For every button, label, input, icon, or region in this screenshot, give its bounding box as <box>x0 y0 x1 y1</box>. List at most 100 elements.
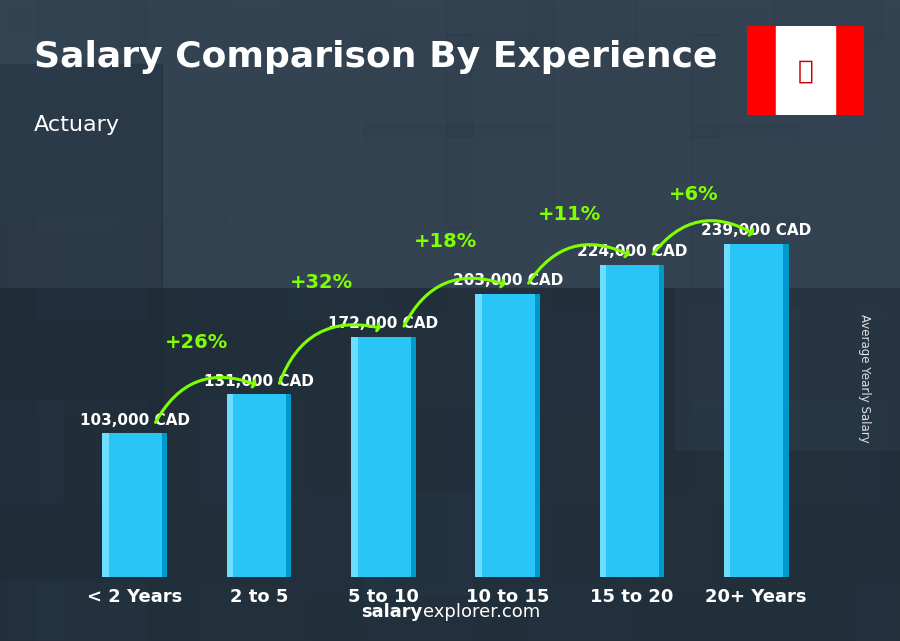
Bar <box>37 0 145 45</box>
Text: salary: salary <box>362 603 423 621</box>
Bar <box>773 0 881 45</box>
Bar <box>535 294 540 577</box>
Bar <box>227 394 233 577</box>
Bar <box>446 492 554 594</box>
Bar <box>773 126 881 228</box>
Bar <box>0 288 900 641</box>
Bar <box>119 492 227 594</box>
Bar <box>527 217 635 320</box>
Text: 239,000 CAD: 239,000 CAD <box>701 223 811 238</box>
Bar <box>283 492 391 594</box>
Bar <box>410 337 416 577</box>
Bar <box>675 96 900 449</box>
Bar <box>446 0 554 45</box>
Bar <box>201 583 309 641</box>
Bar <box>119 34 227 137</box>
Text: 224,000 CAD: 224,000 CAD <box>577 244 687 259</box>
Text: Actuary: Actuary <box>34 115 121 135</box>
Bar <box>475 294 540 577</box>
Bar <box>724 244 731 577</box>
Bar <box>37 400 145 503</box>
Bar <box>364 217 472 320</box>
Bar <box>446 34 554 137</box>
Bar <box>527 126 635 228</box>
Bar <box>0 308 63 411</box>
Text: 131,000 CAD: 131,000 CAD <box>204 374 314 388</box>
Bar <box>835 26 864 115</box>
Text: +18%: +18% <box>414 232 477 251</box>
Text: +26%: +26% <box>166 333 229 352</box>
Bar <box>773 492 881 594</box>
Bar <box>283 583 391 641</box>
Bar <box>855 400 900 503</box>
Bar <box>609 308 717 411</box>
Bar <box>201 217 309 320</box>
Text: Salary Comparison By Experience: Salary Comparison By Experience <box>34 40 717 74</box>
Bar <box>0 492 63 594</box>
Bar <box>103 433 167 577</box>
Bar <box>351 337 416 577</box>
Bar <box>364 308 472 411</box>
Bar <box>724 244 788 577</box>
Text: 103,000 CAD: 103,000 CAD <box>80 413 190 428</box>
Bar <box>691 308 799 411</box>
Text: 203,000 CAD: 203,000 CAD <box>453 273 562 288</box>
Bar <box>609 0 717 45</box>
Bar <box>37 492 145 594</box>
Bar <box>0 583 63 641</box>
Bar <box>659 265 664 577</box>
Bar <box>201 400 309 503</box>
Bar <box>119 0 227 45</box>
Bar <box>0 126 63 228</box>
Bar <box>773 308 881 411</box>
Bar <box>691 34 799 137</box>
Bar <box>855 126 900 228</box>
Bar <box>201 34 309 137</box>
Bar <box>691 126 799 228</box>
Bar <box>201 0 309 45</box>
Text: 172,000 CAD: 172,000 CAD <box>328 317 438 331</box>
Bar <box>527 583 635 641</box>
Bar <box>773 217 881 320</box>
Bar <box>227 394 292 577</box>
Bar <box>364 126 472 228</box>
Bar <box>609 34 717 137</box>
Bar <box>773 583 881 641</box>
Bar <box>747 26 776 115</box>
Bar <box>446 217 554 320</box>
Bar <box>37 308 145 411</box>
Bar <box>691 0 799 45</box>
Bar <box>599 265 664 577</box>
Text: +32%: +32% <box>290 273 353 292</box>
Bar <box>475 294 482 577</box>
Bar <box>609 492 717 594</box>
Bar <box>201 308 309 411</box>
Bar <box>283 126 391 228</box>
Bar <box>691 492 799 594</box>
Bar <box>527 492 635 594</box>
Bar <box>527 308 635 411</box>
Bar <box>609 126 717 228</box>
Bar <box>855 492 900 594</box>
Bar <box>201 492 309 594</box>
Bar <box>364 0 472 45</box>
Bar <box>527 0 635 45</box>
Bar <box>855 34 900 137</box>
Bar <box>446 400 554 503</box>
Bar <box>0 64 162 577</box>
Bar <box>0 0 63 45</box>
Bar <box>119 400 227 503</box>
Bar <box>37 126 145 228</box>
Bar <box>609 217 717 320</box>
Bar <box>855 217 900 320</box>
Bar <box>599 265 606 577</box>
Bar <box>283 400 391 503</box>
Bar <box>527 34 635 137</box>
Bar <box>855 0 900 45</box>
Bar <box>446 583 554 641</box>
Bar <box>103 433 109 577</box>
Bar <box>691 583 799 641</box>
Bar <box>201 126 309 228</box>
Bar <box>283 0 391 45</box>
Bar <box>0 400 63 503</box>
